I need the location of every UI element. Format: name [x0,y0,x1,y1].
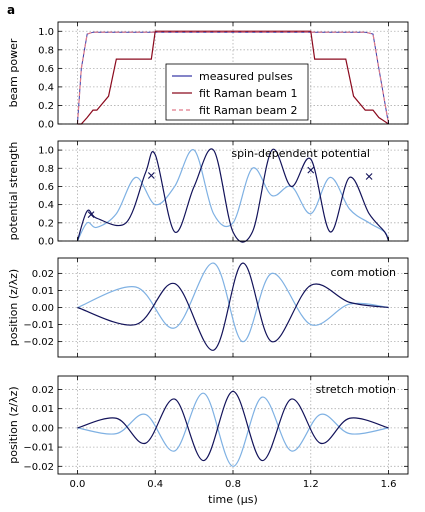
y-axis-label: position (z/λz) [7,386,20,463]
legend-label-measured: measured pulses [199,70,293,83]
series-line-light [77,392,389,467]
y-tick-label: 0.02 [32,385,54,396]
y-tick-label: 0.4 [38,200,54,211]
series-group [76,148,390,243]
y-tick-label: 0.00 [32,423,54,434]
series-line-dark [76,148,390,243]
y-tick-label: −0.02 [23,462,54,473]
marker-x [147,172,155,179]
y-tick-label: 0.6 [38,182,54,193]
series-line-raman2 [76,31,390,125]
marker-x [365,173,373,180]
series-group [77,262,389,351]
series-line-dark [77,262,389,351]
y-tick-label: −0.02 [23,337,54,348]
y-tick-label: 0.02 [32,269,54,280]
y-axis-label: position (z/λz) [7,269,20,346]
annotation-com-motion: com motion [330,266,396,279]
y-tick-label: 0.8 [38,164,54,175]
marker-x [307,166,315,174]
y-tick-label: 0.6 [38,64,54,75]
panel-label: a [7,3,15,17]
series-line-light [76,149,390,242]
y-tick-label: −0.01 [23,443,54,454]
y-tick-label: 0.2 [38,218,54,229]
panel-potential-strength: 0.0 0.2 0.4 0.6 0.8 1.0 potential strength [7,140,409,248]
legend: measured pulses fit Raman beam 1 fit Ram… [165,63,309,121]
y-tick-label: 0.8 [38,45,54,56]
legend-frame [165,63,309,121]
y-tick-label: 0.00 [32,303,54,314]
y-tick-label: 0.01 [32,404,54,415]
legend-label-raman1: fit Raman beam 1 [199,87,298,100]
x-tick-label: 1.6 [381,479,397,490]
series-line-dark [77,390,389,462]
x-tick-label: 0.4 [147,479,163,490]
y-tick-label: 0.2 [38,101,54,112]
panel-beam-power: 0.0 0.2 0.4 0.6 0.8 1.0 beam power [7,21,409,131]
series-group [77,390,389,467]
x-tick-label: 1.2 [303,479,319,490]
y-tick-label: 0.0 [38,120,54,131]
y-tick-label: 1.0 [38,27,54,38]
marker-x [87,211,95,219]
y-axis-label: potential strength [7,142,20,241]
y-tick-label: 0.0 [38,237,54,248]
x-tick-label: 0.0 [69,479,85,490]
y-tick-label: 0.4 [38,82,54,93]
annotation-spin-dependent: spin-dependent potential [231,147,370,160]
annotation-stretch-motion: stretch motion [316,383,396,396]
legend-label-raman2: fit Raman beam 2 [199,104,298,117]
series-group [76,30,390,125]
x-axis-label: time (μs) [208,493,258,506]
x-tick-label: 0.8 [225,479,241,490]
y-axis-label: beam power [7,38,20,107]
series-line-light [77,262,389,343]
panel-stretch-motion: 0.0 0.4 0.8 1.2 1.6 −0.02 −0.01 0.00 0.01 0.02 pos… [7,375,409,490]
y-tick-label: 0.01 [32,286,54,297]
panel-com-motion: −0.02 −0.01 0.00 0.01 0.02 position (z/λz) [7,257,409,358]
y-tick-label: −0.01 [23,320,54,331]
series-line-raman1 [77,30,389,125]
y-tick-label: 1.0 [38,146,54,157]
